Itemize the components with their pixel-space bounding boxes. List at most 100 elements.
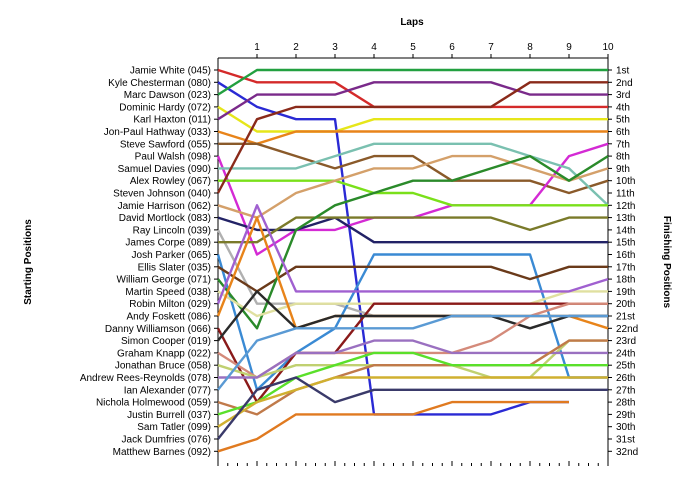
driver-label: Sam Tatler (099) xyxy=(137,422,211,433)
driver-label: Ellis Slater (035) xyxy=(138,262,211,273)
series-line xyxy=(218,142,609,207)
driver-label: Steven Johnson (040) xyxy=(113,189,211,200)
finishing-position-label: 10th xyxy=(616,176,635,187)
series-line xyxy=(217,130,608,146)
driver-label: Dominic Hardy (072) xyxy=(119,102,211,113)
finishing-position-label: 19th xyxy=(616,287,635,298)
series-line xyxy=(217,68,608,96)
driver-label: Jon-Paul Hathway (033) xyxy=(104,127,211,138)
lap-tick-label: 6 xyxy=(449,42,455,53)
driver-label: Paul Walsh (098) xyxy=(135,152,211,163)
series-line xyxy=(218,179,608,207)
series-line xyxy=(216,142,609,256)
lap-tick-label: 1 xyxy=(254,42,260,53)
series-line xyxy=(216,81,608,194)
driver-label: Justin Burrell (037) xyxy=(127,410,211,421)
lap-tick-label: 4 xyxy=(371,42,377,53)
driver-label: Karl Haxton (011) xyxy=(133,115,211,126)
driver-label: Jack Dumfries (076) xyxy=(122,435,211,446)
driver-label: Ray Lincoln (039) xyxy=(133,225,211,236)
driver-label: Jamie White (045) xyxy=(130,66,211,77)
finishing-position-label: 14th xyxy=(616,225,635,236)
driver-label: Samuel Davies (090) xyxy=(118,164,211,175)
series-line xyxy=(217,105,608,133)
lap-tick-label: 2 xyxy=(293,42,299,53)
lap-tick-label: 10 xyxy=(602,42,614,53)
driver-label: Martin Speed (038) xyxy=(125,287,211,298)
series-line xyxy=(217,265,608,293)
driver-label: Robin Milton (029) xyxy=(129,299,211,310)
finishing-position-label: 13th xyxy=(616,213,635,224)
right-axis-title: Finishing Positions xyxy=(661,216,672,309)
series-line xyxy=(217,290,608,342)
finishing-position-label: 29th xyxy=(616,410,635,421)
finishing-position-label: 11th xyxy=(616,189,635,200)
series-line xyxy=(217,400,569,453)
x-axis-title: Laps xyxy=(400,17,424,28)
finishing-position-label: 7th xyxy=(616,139,630,150)
driver-label: Ian Alexander (077) xyxy=(124,385,211,396)
driver-label: Marc Dawson (023) xyxy=(124,90,211,101)
finishing-position-label: 21st xyxy=(616,312,635,323)
finishing-position-label: 18th xyxy=(616,275,635,286)
finishing-position-label: 24th xyxy=(616,348,635,359)
finishing-position-label: 1st xyxy=(616,66,630,77)
finishing-position-label: 30th xyxy=(616,422,635,433)
driver-label: Alex Rowley (067) xyxy=(130,176,211,187)
driver-label: William George (071) xyxy=(117,275,211,286)
finishing-position-label: 8th xyxy=(616,152,630,163)
finishing-position-label: 5th xyxy=(616,115,630,126)
series-line xyxy=(218,216,608,244)
finishing-position-label: 16th xyxy=(616,250,635,261)
lap-tick-label: 8 xyxy=(527,42,533,53)
lap-tick-label: 7 xyxy=(488,42,494,53)
finishing-position-label: 17th xyxy=(616,262,635,273)
finishing-position-label: 9th xyxy=(616,164,630,175)
left-axis-title: Starting Positions xyxy=(23,219,34,305)
driver-label: Jonathan Bruce (058) xyxy=(115,361,211,372)
series-line xyxy=(216,253,608,391)
axes-group xyxy=(214,54,612,466)
labels-group: 1 2 3 4 5 6 7 8 9 10 Jamie White (045)Kyle Chester… xyxy=(80,42,638,458)
finishing-position-label: 4th xyxy=(616,102,630,113)
series-line xyxy=(217,339,608,379)
lap-tick-label: 5 xyxy=(410,42,416,53)
series-line xyxy=(217,216,608,244)
driver-label: Matthew Barnes (092) xyxy=(113,447,211,458)
series-line xyxy=(216,204,609,305)
finishing-position-label: 22nd xyxy=(616,324,638,335)
finishing-position-label: 15th xyxy=(616,238,635,249)
series-line xyxy=(217,376,608,428)
series-line xyxy=(217,314,608,391)
series-line xyxy=(217,68,608,109)
driver-label: Andy Foskett (086) xyxy=(127,312,211,323)
finishing-position-label: 32nd xyxy=(616,447,638,458)
series-line xyxy=(217,81,608,121)
finishing-position-label: 25th xyxy=(616,361,635,372)
series-line xyxy=(217,351,608,416)
driver-label: Jamie Harrison (062) xyxy=(118,201,211,212)
lap-tick-label: 9 xyxy=(566,42,572,53)
driver-label: Josh Parker (065) xyxy=(132,250,211,261)
finishing-position-label: 12th xyxy=(616,201,635,212)
finishing-position-label: 23rd xyxy=(616,336,636,347)
driver-label: Andrew Rees-Reynolds (078) xyxy=(80,373,211,384)
series-line xyxy=(218,339,608,379)
series-line xyxy=(217,339,608,416)
lap-tick-label: 3 xyxy=(332,42,338,53)
finishing-position-label: 28th xyxy=(616,398,635,409)
finishing-position-label: 27th xyxy=(616,385,635,396)
driver-label: David Mortlock (083) xyxy=(119,213,211,224)
finishing-position-label: 20th xyxy=(616,299,635,310)
driver-label: Nichola Holmewood (059) xyxy=(96,398,211,409)
series-line xyxy=(217,376,608,440)
finishing-position-label: 26th xyxy=(616,373,635,384)
finishing-position-label: 3rd xyxy=(616,90,630,101)
series-lines xyxy=(216,68,609,453)
driver-label: Steve Sawford (055) xyxy=(120,139,211,150)
driver-label: Graham Knapp (022) xyxy=(117,348,211,359)
driver-label: James Corpe (089) xyxy=(125,238,211,249)
finishing-position-label: 2nd xyxy=(616,78,633,89)
series-line xyxy=(218,142,609,195)
